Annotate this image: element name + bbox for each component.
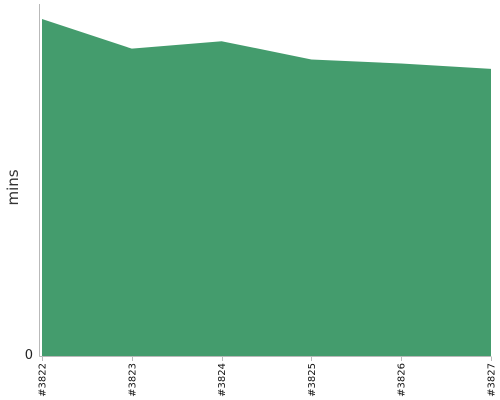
x-tick-label: #3822 [38, 363, 49, 397]
x-tick-label: #3826 [397, 363, 408, 397]
y-axis-title: mins [4, 169, 22, 205]
series-area [42, 19, 491, 356]
x-tick-label: #3823 [127, 363, 138, 397]
x-tick-label: #3827 [487, 363, 498, 397]
y-axis-ticks: 0 [25, 348, 33, 363]
plot-area [42, 19, 491, 356]
y-tick-label: 0 [25, 348, 33, 363]
x-tick-label: #3824 [217, 363, 228, 397]
x-axis-ticks: #3822 #3823 #3824 #3825 #3826 #3827 [38, 356, 498, 397]
x-tick-label: #3825 [307, 363, 318, 397]
